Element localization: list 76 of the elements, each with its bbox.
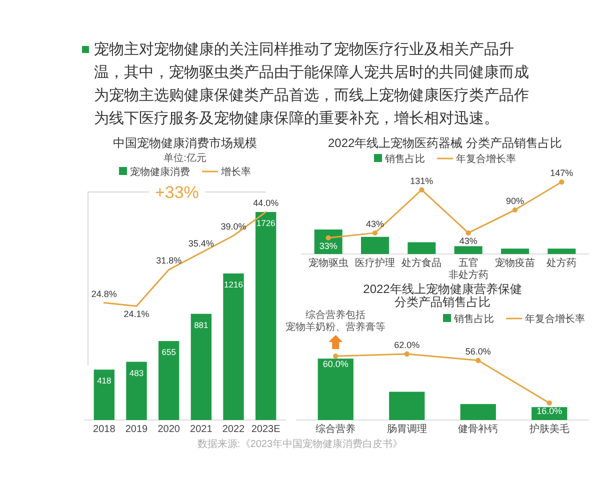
x-tick-label: 健骨补钙 xyxy=(458,423,498,435)
bar xyxy=(255,212,276,420)
legend-label: 增长率 xyxy=(220,166,251,178)
x-tick-label: 2020 xyxy=(158,424,180,435)
x-tick-label: 2023E xyxy=(251,424,281,435)
data-label: 43% xyxy=(366,218,384,229)
data-label: 881 xyxy=(194,320,209,330)
x-tick-label: 五官非处方药 xyxy=(448,257,488,281)
legend-label: 销售占比 xyxy=(384,153,425,165)
x-tick-label: 宠物疫苗 xyxy=(495,257,535,269)
data-label: 43% xyxy=(459,236,478,246)
x-tick-label: 宠物驱虫 xyxy=(308,257,348,269)
x-tick-label: 处方药 xyxy=(546,257,577,269)
data-label: 655 xyxy=(162,347,176,358)
bar xyxy=(361,236,389,254)
bar xyxy=(94,370,115,420)
data-label: 33% xyxy=(319,240,338,251)
x-tick-label: 2021 xyxy=(190,424,213,435)
data-label: 24.1% xyxy=(124,309,150,320)
source-note: 数据来源:《2023年中国宠物健康消费白皮书》 xyxy=(197,438,403,450)
legend-label: 销售占比 xyxy=(453,313,494,325)
chart-title: 2022年线上宠物医药器械 分类产品销售占比 xyxy=(328,136,562,150)
point xyxy=(326,235,331,240)
x-tick-label: 综合营养 xyxy=(316,423,356,435)
data-label: 16.0% xyxy=(536,406,562,416)
bar xyxy=(460,404,496,420)
chart-subtitle: 单位:亿元 xyxy=(164,152,206,164)
legend-label: 年复合增长率 xyxy=(456,153,516,165)
point xyxy=(466,230,471,236)
point xyxy=(333,354,338,359)
data-label: 418 xyxy=(97,376,112,386)
bar xyxy=(408,242,436,254)
point xyxy=(372,230,378,236)
legend-label: 宠物健康消费 xyxy=(130,166,190,178)
x-tick-label: 2019 xyxy=(125,424,148,435)
bar xyxy=(158,341,180,420)
data-label: 131% xyxy=(410,176,434,186)
x-tick-label: 肠胃调理 xyxy=(386,423,427,435)
data-label: 483 xyxy=(129,368,144,378)
x-tick-label: 2018 xyxy=(93,424,116,435)
legend-label: 年复合增长率 xyxy=(525,313,585,325)
data-label: 147% xyxy=(550,168,574,178)
bar xyxy=(190,314,212,420)
point xyxy=(404,351,410,357)
x-tick-label: 处方食品 xyxy=(402,257,442,269)
x-tick-label: 2022 xyxy=(222,424,246,435)
text: +33% xyxy=(154,183,199,202)
data-label: 31.8% xyxy=(156,256,182,266)
bar xyxy=(318,358,354,420)
x-tick-label: 护肤美毛 xyxy=(528,423,570,435)
data-label: 24.8% xyxy=(91,288,117,299)
chart-title: 2022年线上宠物健康营养保健分类产品销售占比 xyxy=(363,282,522,309)
point xyxy=(512,207,518,213)
chart-title: 中国宠物健康消费市场规模 xyxy=(113,136,257,150)
point xyxy=(546,400,552,406)
data-label: 39.0% xyxy=(220,222,246,232)
bar xyxy=(223,273,244,420)
data-label: 56.0% xyxy=(465,346,491,356)
data-label: 1726 xyxy=(256,218,276,228)
annotation: 综合营养包括宠物羊奶粉、营养膏等 xyxy=(286,309,386,333)
data-label: 62.0% xyxy=(394,340,420,350)
bar xyxy=(454,246,482,254)
data-label: 44.0% xyxy=(253,198,279,208)
point xyxy=(419,187,424,192)
x-tick-label: 医疗护理 xyxy=(355,257,395,269)
bar xyxy=(126,362,147,420)
data-label: 90% xyxy=(506,196,524,206)
bar xyxy=(501,248,529,254)
text: 宠物主对宠物健康的关注同样推动了宠物医疗行业及相关产品升温，其中，宠物驱虫类产品由于能保障人宠共居时的共同健康而成为宠物主选购健康保健类产品首选，而线上宠物健康医疗类产品作为线下医疗服务及宠物健康保障的重要补充，增长相对迅速。 xyxy=(94,41,529,127)
bar xyxy=(548,248,576,254)
data-label: 35.4% xyxy=(188,238,214,249)
data-label: 60.0% xyxy=(322,359,348,370)
bar xyxy=(389,392,425,420)
point xyxy=(559,179,564,185)
point xyxy=(476,358,481,363)
data-label: 1216 xyxy=(224,279,244,290)
